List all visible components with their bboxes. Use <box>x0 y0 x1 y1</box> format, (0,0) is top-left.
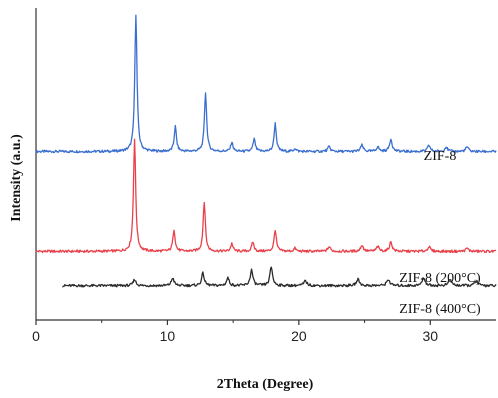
x-tick-label: 30 <box>422 328 438 344</box>
series-label-1: ZIF-8 (200°C) <box>399 271 481 286</box>
series-layer <box>35 14 497 288</box>
x-axis-title: 2Theta (Degree) <box>217 377 314 392</box>
series-label-0: ZIF-8 <box>424 149 457 164</box>
plot-frame <box>35 8 496 321</box>
x-tick-label: 10 <box>160 328 176 344</box>
tick-layer: 0 10 20 30 <box>32 320 438 344</box>
label-layer: ZIF-8 ZIF-8 (200°C) ZIF-8 (400°C) <box>399 149 481 317</box>
x-tick-label: 20 <box>291 328 307 344</box>
series-line-2 <box>62 266 497 288</box>
series-line-0 <box>35 14 497 154</box>
series-label-2: ZIF-8 (400°C) <box>399 302 481 317</box>
y-axis-title: Intensity (a.u.) <box>9 134 24 222</box>
series-line-1 <box>35 138 497 254</box>
x-tick-label: 0 <box>32 328 40 344</box>
